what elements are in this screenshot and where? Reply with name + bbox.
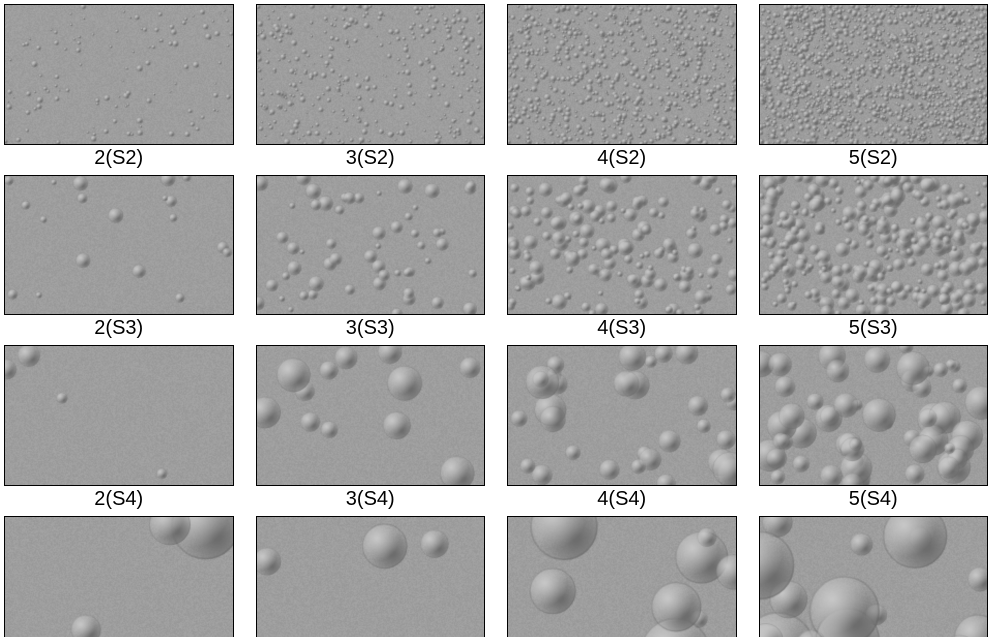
panel-label: 4(S4) — [597, 488, 646, 510]
panel-cell: 5(S3) — [759, 175, 989, 340]
micrograph-panel — [4, 516, 234, 637]
micrograph-panel — [256, 175, 486, 316]
panel-label: 4(S3) — [597, 317, 646, 339]
panel-label: 2(S2) — [94, 147, 143, 169]
panel-cell: 5(S5) — [759, 516, 989, 637]
micrograph-panel — [256, 4, 486, 145]
micrograph-panel — [507, 175, 737, 316]
panel-cell: 4(S2) — [507, 4, 737, 169]
micrograph-panel — [759, 345, 989, 486]
panel-label: 3(S4) — [346, 488, 395, 510]
panel-label: 3(S3) — [346, 317, 395, 339]
panel-cell: 5(S4) — [759, 345, 989, 510]
panel-label: 2(S3) — [94, 317, 143, 339]
panel-cell: 2(S3) — [4, 175, 234, 340]
panel-cell: 2(S2) — [4, 4, 234, 169]
panel-cell: 4(S4) — [507, 345, 737, 510]
panel-label: 5(S2) — [849, 147, 898, 169]
micrograph-panel — [4, 175, 234, 316]
micrograph-panel — [759, 4, 989, 145]
panel-label: 4(S2) — [597, 147, 646, 169]
micrograph-panel — [507, 516, 737, 637]
panel-cell: 4(S5) — [507, 516, 737, 637]
panel-cell: 3(S3) — [256, 175, 486, 340]
panel-cell: 3(S5) — [256, 516, 486, 637]
micrograph-panel — [759, 175, 989, 316]
figure-grid: 2(S2) 3(S2) 4(S2) 5(S2) 2(S3) 3(S3) 4(S3) 5(S3)… — [0, 0, 1000, 637]
micrograph-panel — [4, 4, 234, 145]
panel-label: 5(S3) — [849, 317, 898, 339]
panel-cell: 3(S2) — [256, 4, 486, 169]
micrograph-panel — [4, 345, 234, 486]
panel-cell: 3(S4) — [256, 345, 486, 510]
panel-cell: 4(S3) — [507, 175, 737, 340]
micrograph-panel — [507, 345, 737, 486]
panel-cell: 5(S2) — [759, 4, 989, 169]
panel-cell: 2(S5) — [4, 516, 234, 637]
panel-label: 5(S4) — [849, 488, 898, 510]
panel-cell: 2(S4) — [4, 345, 234, 510]
micrograph-panel — [759, 516, 989, 637]
micrograph-panel — [256, 516, 486, 637]
micrograph-panel — [256, 345, 486, 486]
panel-label: 2(S4) — [94, 488, 143, 510]
panel-label: 3(S2) — [346, 147, 395, 169]
micrograph-panel — [507, 4, 737, 145]
